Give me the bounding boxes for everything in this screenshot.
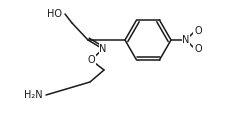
Text: N: N [182,35,190,45]
Text: HO: HO [46,9,61,19]
Text: O: O [87,55,95,65]
Text: O: O [194,26,202,36]
Text: H₂N: H₂N [24,90,42,100]
Text: N: N [99,44,107,54]
Text: O: O [194,44,202,54]
